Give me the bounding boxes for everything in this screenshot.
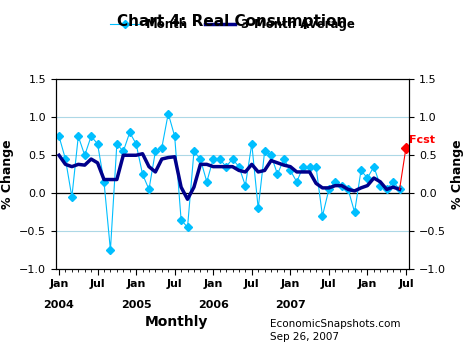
Text: Jul: Jul (167, 279, 182, 289)
Text: Jan: Jan (281, 279, 300, 289)
Text: Jul: Jul (244, 279, 259, 289)
Text: Jan: Jan (49, 279, 69, 289)
Text: Jul: Jul (398, 279, 414, 289)
Text: Fcst: Fcst (409, 135, 435, 145)
Text: Monthly: Monthly (145, 315, 208, 329)
Text: 2007: 2007 (275, 300, 306, 310)
Text: 2004: 2004 (44, 300, 74, 310)
Text: Chart 4: Real Consumption: Chart 4: Real Consumption (117, 14, 348, 29)
Y-axis label: % Change: % Change (0, 139, 13, 209)
Text: 2005: 2005 (121, 300, 152, 310)
Text: EconomicSnapshots.com: EconomicSnapshots.com (270, 319, 400, 329)
Text: Jul: Jul (321, 279, 337, 289)
Text: Jan: Jan (126, 279, 146, 289)
Text: Sep 26, 2007: Sep 26, 2007 (270, 332, 339, 342)
Text: Jan: Jan (204, 279, 223, 289)
Text: Jan: Jan (358, 279, 377, 289)
Legend: Month, 3-Month Average: Month, 3-Month Average (106, 13, 359, 36)
Y-axis label: % Change: % Change (452, 139, 465, 209)
Text: Jul: Jul (90, 279, 106, 289)
Text: 2006: 2006 (198, 300, 229, 310)
